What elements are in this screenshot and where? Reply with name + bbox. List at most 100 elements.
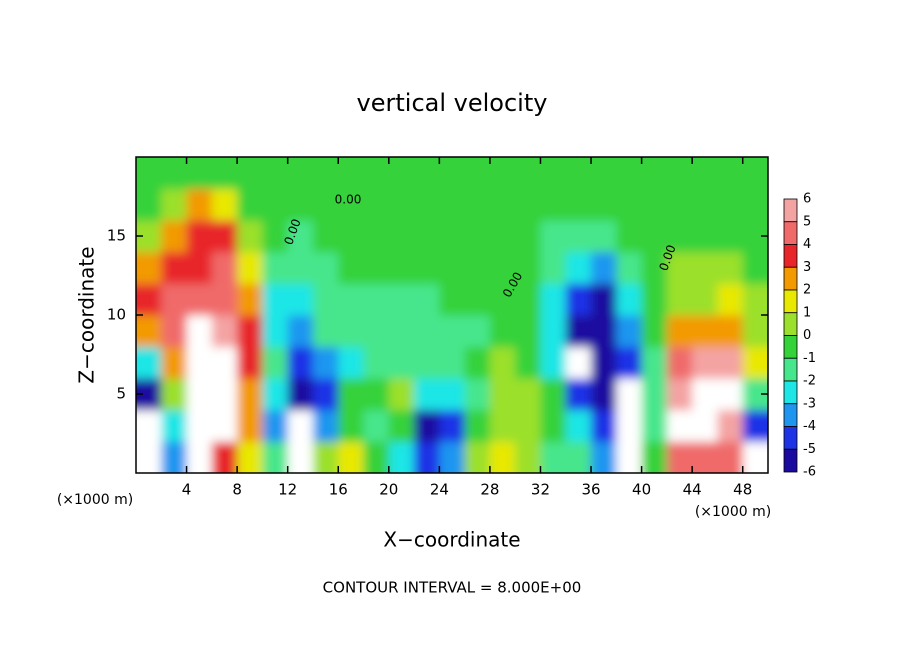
- heat-cell: [616, 157, 643, 190]
- x-tick-label: 44: [683, 481, 702, 499]
- colorbar-label: -1: [803, 351, 816, 366]
- field: [136, 157, 768, 473]
- heat-cell: [540, 315, 567, 348]
- heat-cell: [489, 220, 516, 253]
- heat-cell: [211, 157, 238, 190]
- heat-cell: [312, 251, 339, 284]
- heat-cell: [161, 346, 188, 379]
- overlay: 4 8 12 16 20 24 28 32 36 40 44 48510156543210-1-2-3…: [107, 156, 816, 499]
- x-tick-label: 8: [232, 481, 242, 499]
- x-tick-label: 16: [329, 481, 348, 499]
- heat-cell: [641, 157, 668, 190]
- heat-cell: [515, 283, 541, 316]
- y-tick-label: 15: [107, 227, 126, 245]
- heat-cell: [540, 378, 567, 411]
- colorbar-label: -2: [803, 374, 816, 389]
- heat-cell: [565, 220, 592, 253]
- heat-cell: [161, 283, 188, 316]
- heat-cell: [211, 441, 238, 473]
- heat-cell: [237, 283, 263, 316]
- heat-cell: [515, 157, 541, 190]
- heat-cell: [363, 315, 390, 348]
- heat-cell: [717, 441, 744, 473]
- heat-cell: [338, 251, 365, 284]
- heat-cell: [641, 346, 668, 379]
- heat-cell: [161, 409, 188, 442]
- contour-label: 0.00: [335, 193, 362, 207]
- colorbar-band: [783, 426, 798, 450]
- heat-cell: [515, 409, 541, 442]
- heat-cell: [565, 157, 592, 190]
- heat-cell: [464, 188, 491, 221]
- heat-cell: [388, 441, 415, 473]
- heat-cell: [439, 315, 466, 348]
- heat-cell: [312, 378, 339, 411]
- heat-cell: [237, 315, 263, 348]
- heat-cell: [161, 378, 188, 411]
- heat-cell: [338, 409, 365, 442]
- x-tick-label: 20: [379, 481, 398, 499]
- heat-cell: [439, 283, 466, 316]
- heat-cell: [489, 157, 516, 190]
- heat-cell: [211, 220, 238, 253]
- heat-cell: [692, 283, 718, 316]
- heat-cell: [186, 441, 213, 473]
- heat-cell: [692, 220, 718, 253]
- heat-cell: [439, 251, 466, 284]
- heat-cell: [186, 378, 213, 411]
- heat-cell: [287, 409, 314, 442]
- colorbar-band: [783, 289, 798, 314]
- heat-cell: [692, 346, 718, 379]
- heat-cell: [237, 409, 263, 442]
- colorbar-label: 2: [803, 283, 811, 298]
- heat-cell: [641, 251, 668, 284]
- heat-cell: [363, 251, 390, 284]
- heat-cell: [717, 188, 744, 221]
- heat-cell: [338, 220, 365, 253]
- heat-cell: [414, 315, 440, 348]
- heat-cell: [136, 346, 162, 379]
- heat-cell: [136, 409, 162, 442]
- heat-cell: [388, 220, 415, 253]
- heat-cell: [489, 346, 516, 379]
- heat-cell: [641, 441, 668, 473]
- colorbar-label: 3: [803, 260, 811, 275]
- heat-cell: [211, 378, 238, 411]
- heat-cell: [489, 283, 516, 316]
- heat-cell: [186, 283, 213, 316]
- heat-cell: [641, 188, 668, 221]
- colorbar-band: [783, 198, 798, 223]
- heat-cell: [312, 441, 339, 473]
- colorbar-band: [783, 448, 798, 473]
- y-tick-label: 5: [116, 385, 126, 403]
- heat-cell: [717, 251, 744, 284]
- heat-cell: [692, 188, 718, 221]
- heat-cell: [287, 188, 314, 221]
- x-tick-label: 36: [581, 481, 600, 499]
- heat-cell: [363, 441, 390, 473]
- heat-cell: [692, 251, 718, 284]
- heat-cell: [464, 346, 491, 379]
- heat-cell: [338, 188, 365, 221]
- heat-cell: [312, 346, 339, 379]
- heat-cell: [237, 346, 263, 379]
- heat-cell: [616, 251, 643, 284]
- heat-cell: [312, 157, 339, 190]
- heat-cell: [515, 315, 541, 348]
- colorbar-label: -5: [803, 442, 816, 457]
- heat-cell: [287, 441, 314, 473]
- heat-cell: [489, 188, 516, 221]
- y-axis-label: Z−coordinate: [75, 246, 99, 383]
- heat-cell: [363, 378, 390, 411]
- heat-cell: [136, 188, 162, 221]
- heat-cell: [565, 188, 592, 221]
- heat-cell: [489, 378, 516, 411]
- heat-cell: [439, 220, 466, 253]
- heat-cell: [692, 378, 718, 411]
- heat-cell: [363, 220, 390, 253]
- heat-cell: [666, 188, 693, 221]
- colorbar-band: [783, 312, 798, 336]
- heat-cell: [565, 346, 592, 379]
- heat-cell: [237, 251, 263, 284]
- heat-cell: [540, 441, 567, 473]
